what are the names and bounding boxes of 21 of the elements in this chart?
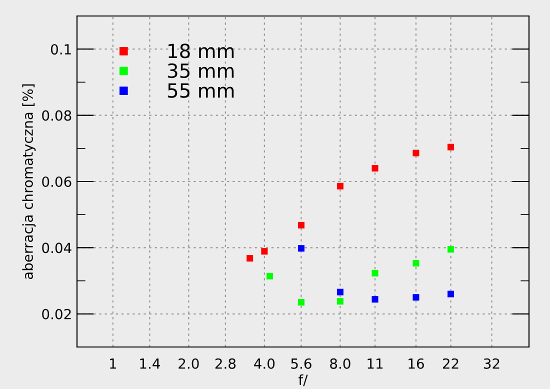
legend-label: 55 mm [168,83,234,98]
x-axis-title: f/ [298,374,308,386]
x-tick-label: 5.6 [291,358,312,369]
legend-label: 35 mm [168,63,234,78]
y-tick-label: 0.06 [42,176,72,187]
y-tick-label: 0.08 [42,110,72,121]
x-tick-label: 8.0 [330,358,350,369]
y-axis-title: aberracja chromatyczna [%] [22,84,36,280]
x-tick-label: 22 [442,358,458,369]
x-tick-label: 2.0 [178,358,199,369]
y-tick-label: 0.04 [42,242,72,254]
x-tick-label: 32 [484,358,500,369]
legend-label: 18 mm [168,44,234,58]
x-tick-label: 1 [110,358,116,369]
y-tick-label: 0.1 [50,44,71,55]
x-tick-label: 11 [368,358,383,369]
y-tick-label: 0.02 [42,308,71,320]
x-tick-label: 1.4 [140,358,160,369]
x-tick-label: 4.0 [254,358,275,369]
x-tick-label: 16 [408,358,424,369]
x-tick-label: 2.8 [215,358,236,369]
